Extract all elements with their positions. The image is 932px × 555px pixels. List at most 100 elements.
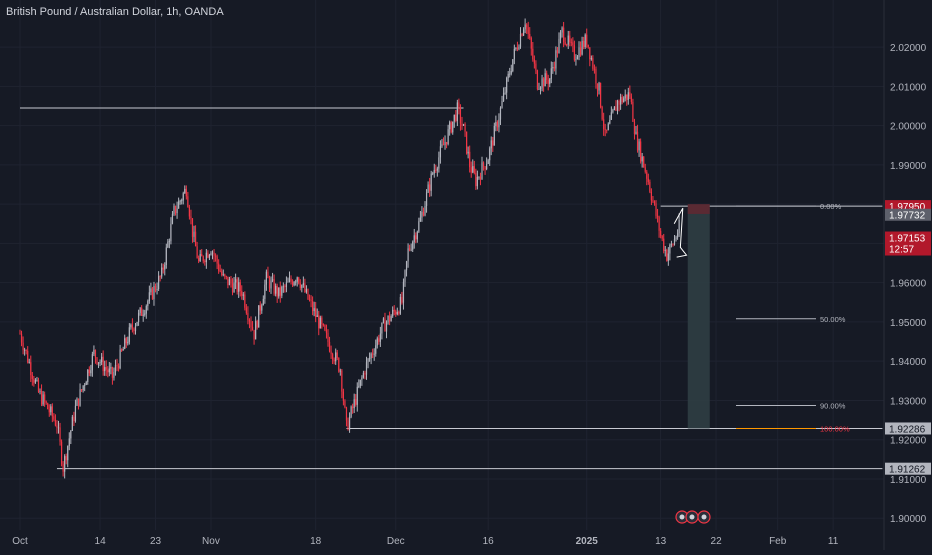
candle-body (347, 420, 349, 430)
candle-body (655, 203, 657, 216)
candle-body (125, 338, 127, 344)
candle-body (601, 107, 603, 120)
price-label-bg (885, 462, 931, 475)
candle-body (364, 372, 366, 375)
candle-body (487, 160, 489, 165)
candle-body (610, 112, 612, 120)
candle-body (678, 219, 680, 234)
fib-level-label: 50.00% (820, 315, 846, 324)
x-tick-label: 22 (711, 536, 723, 547)
candle-body (47, 403, 49, 410)
candle-body (279, 287, 281, 296)
candle-body (378, 338, 380, 342)
candle-body (581, 40, 583, 55)
candle-body (623, 98, 625, 103)
candle-body (529, 33, 531, 39)
candle-body (482, 162, 485, 167)
candle-body (590, 58, 592, 60)
candle-body (484, 166, 486, 170)
candle-body (462, 124, 465, 126)
candle-body (285, 282, 288, 287)
candle-body (658, 216, 660, 231)
candle-body (398, 312, 400, 314)
y-tick-label: 1.95000 (890, 318, 927, 329)
candle-body (566, 44, 568, 46)
candle-body (37, 380, 40, 392)
candle-body (67, 446, 69, 461)
candle-body (356, 386, 358, 405)
candle-body (385, 322, 388, 332)
candle-body (33, 378, 35, 383)
candle-body (469, 151, 471, 168)
candle-body (178, 201, 180, 209)
candle-body (539, 87, 542, 89)
candle-body (187, 196, 189, 208)
projection-box-top (687, 204, 710, 214)
candle-body (449, 122, 451, 130)
candle-body (630, 96, 632, 102)
candle-body (84, 385, 86, 386)
candle-body (567, 35, 569, 45)
candle-body (259, 305, 261, 311)
candle-body (519, 33, 522, 47)
candle-body (119, 349, 121, 369)
candle-body (332, 354, 334, 360)
symbol-title: British Pound / Australian Dollar, 1h, O… (6, 6, 224, 18)
candle-body (618, 100, 620, 105)
candle-body (407, 248, 409, 262)
grid (0, 0, 884, 530)
candle-body (159, 276, 161, 277)
candle-body (427, 184, 429, 193)
candle-body (384, 318, 386, 332)
candle-body (191, 218, 194, 237)
x-tick-label: 16 (483, 536, 495, 547)
candle-body (596, 83, 599, 91)
candle-body (524, 24, 526, 30)
candle-body (583, 40, 585, 47)
candle-body (173, 205, 175, 215)
candle-body (151, 288, 154, 299)
candle-body (93, 349, 95, 355)
candle-body (239, 282, 241, 291)
candle-body (509, 73, 511, 75)
wedge-drawing (673, 207, 688, 258)
candle-body (164, 265, 166, 270)
candle-body (478, 176, 480, 178)
candle-body (268, 278, 271, 289)
candle-body (445, 141, 448, 145)
candle-body (321, 317, 323, 324)
candle-body (31, 375, 33, 379)
candle-body (176, 208, 178, 214)
candle-body (502, 92, 505, 102)
candle-body (313, 308, 315, 312)
candle-body (633, 121, 636, 134)
candle-body (30, 362, 32, 376)
candle-body (296, 277, 298, 282)
candle-body (168, 241, 170, 242)
candle-body (71, 416, 73, 431)
candle-body (324, 325, 326, 331)
candle-body (77, 398, 80, 406)
candle-body (365, 362, 368, 375)
y-tick-label: 2.02000 (890, 43, 927, 54)
candle-body (430, 173, 432, 191)
candle-body (533, 59, 535, 64)
candle-body (342, 391, 344, 401)
candle-body (536, 70, 539, 90)
candle-body (370, 353, 372, 359)
candle-body (546, 73, 548, 80)
candle-body (238, 282, 240, 292)
candle-body (352, 406, 354, 409)
candle-body (532, 48, 534, 60)
candle-body (499, 107, 502, 120)
candle-body (521, 33, 523, 36)
candle-body (154, 286, 157, 291)
candle-body (258, 305, 260, 328)
candle-body (589, 47, 591, 60)
candle-body (621, 96, 623, 103)
candle-body (261, 305, 263, 311)
candle-body (251, 326, 254, 330)
candle-body (201, 254, 203, 257)
